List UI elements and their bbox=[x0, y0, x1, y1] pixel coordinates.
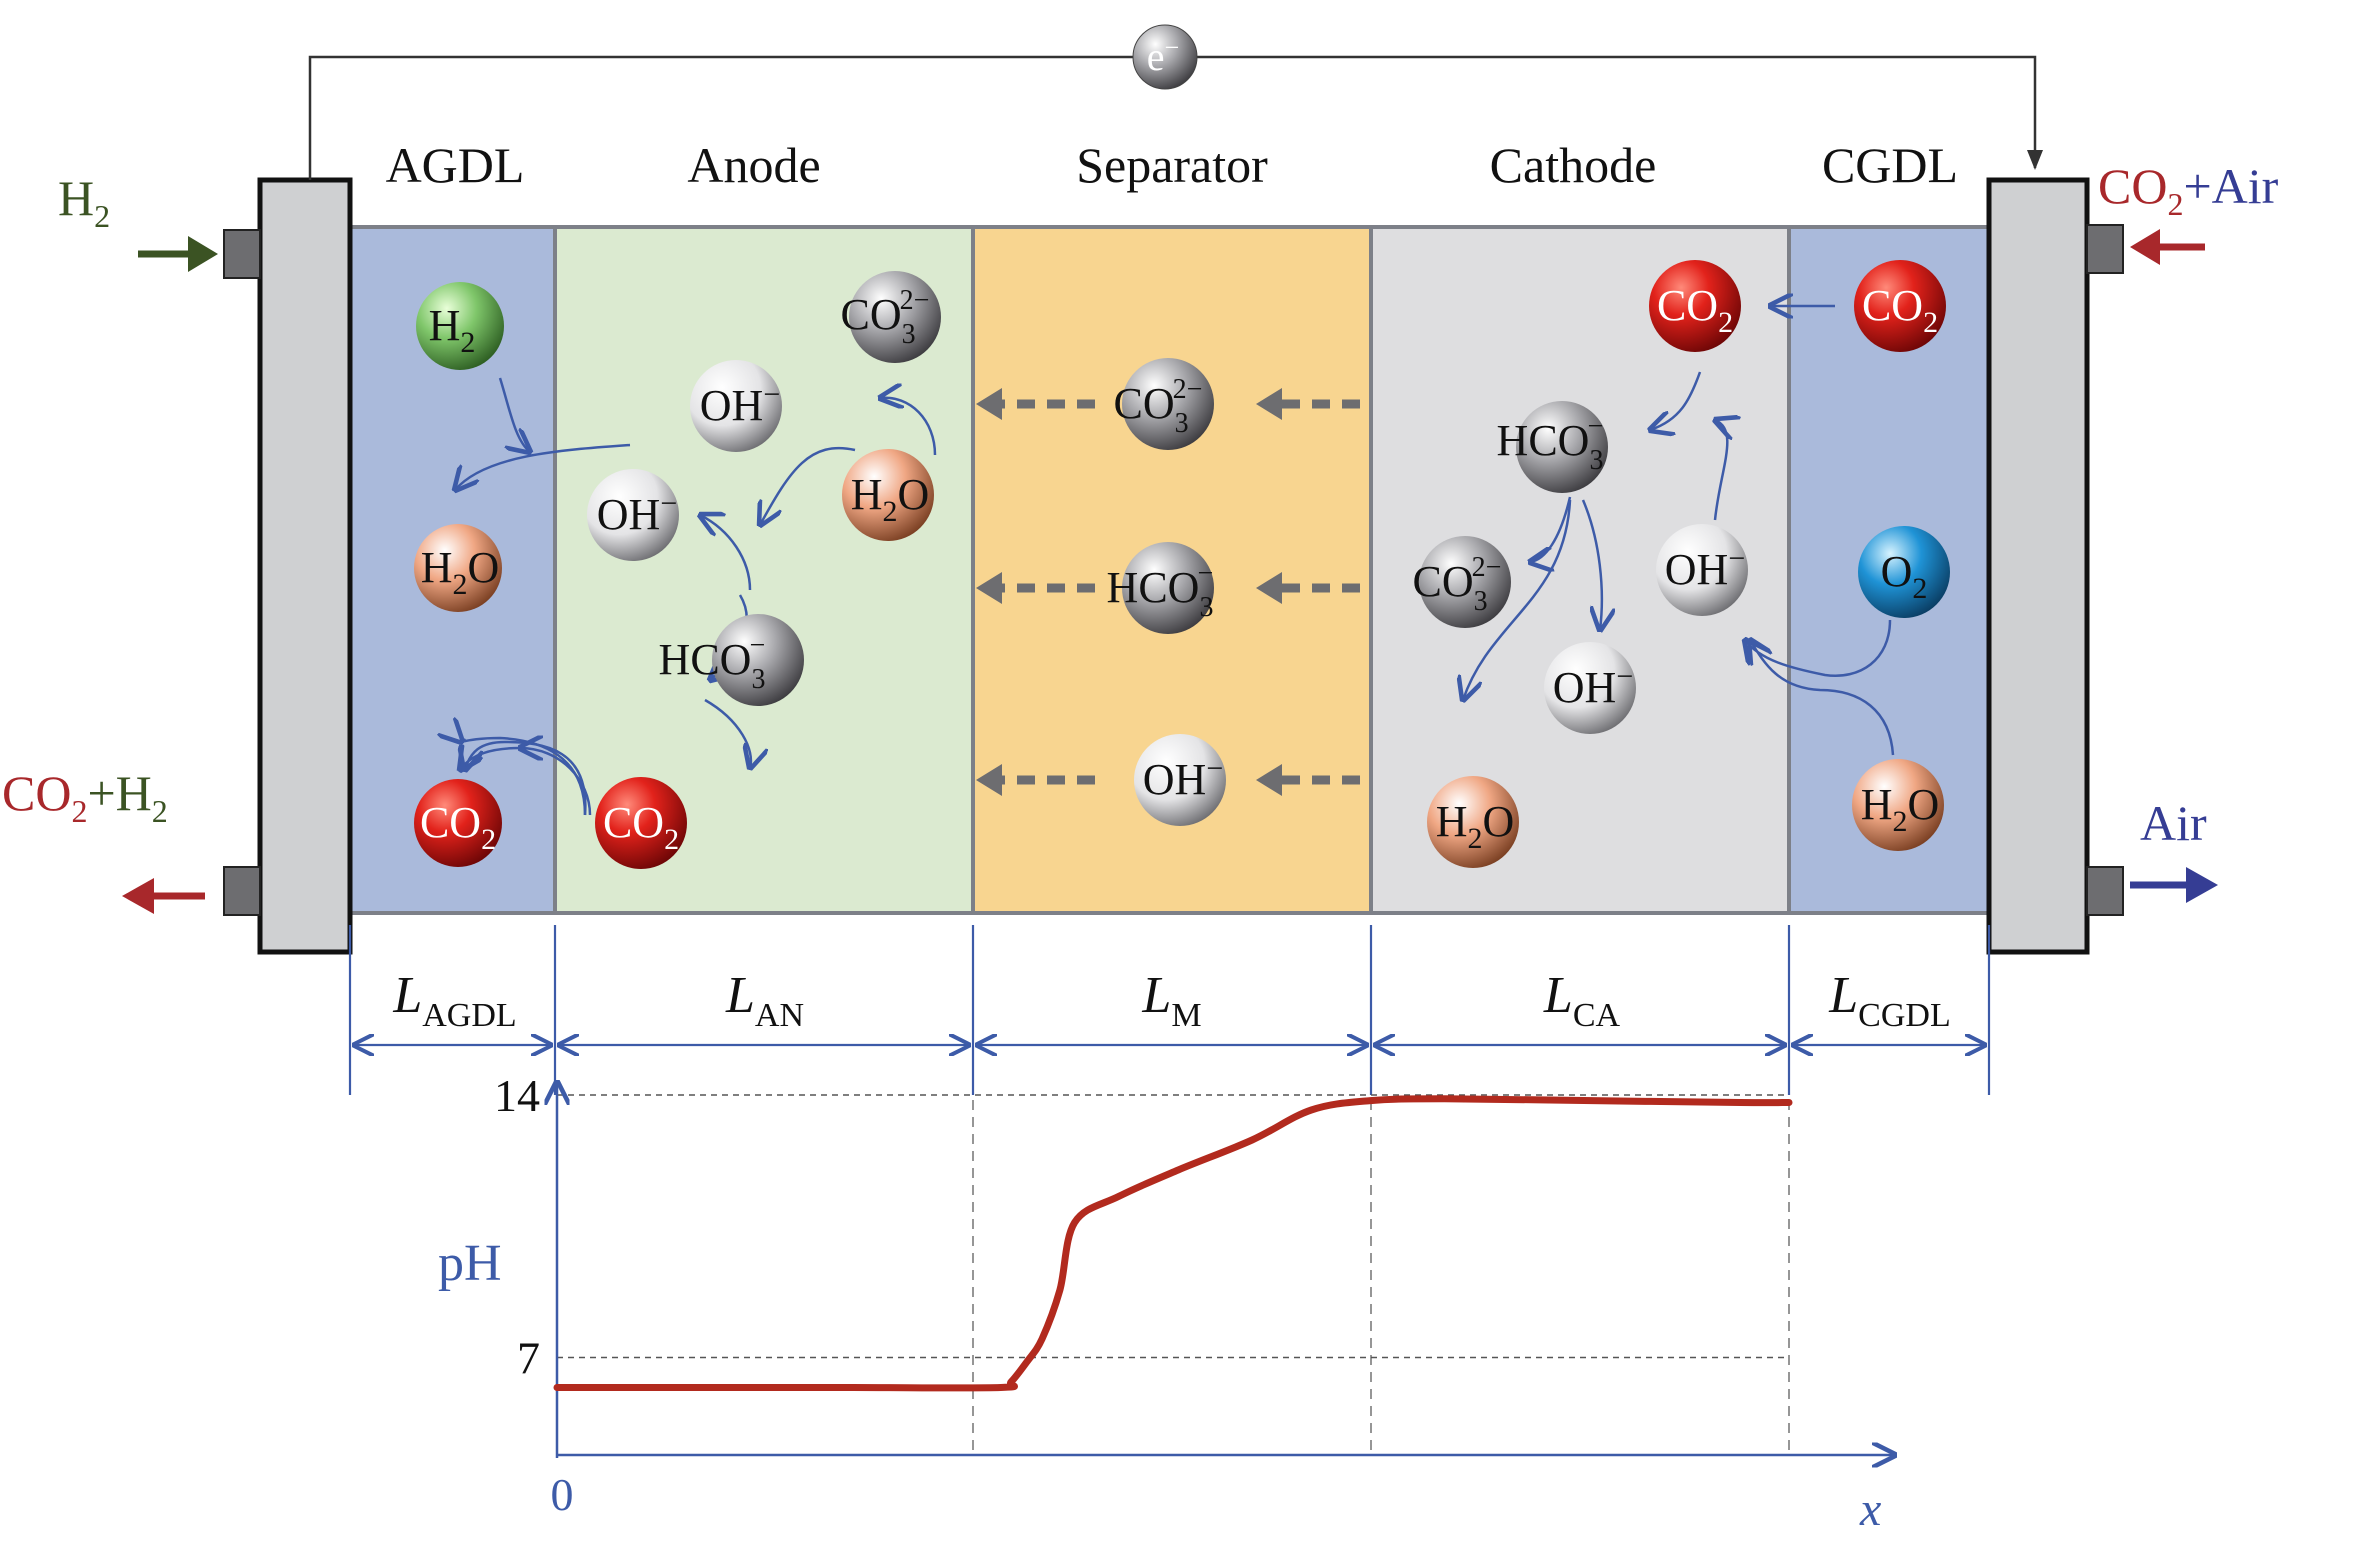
ph-chart: 7 14 0 pH x bbox=[438, 1070, 1895, 1536]
svg-text:CO2: CO2 bbox=[1657, 281, 1733, 339]
svg-text:O2: O2 bbox=[1881, 547, 1928, 605]
length-label-agdl: LAGDL bbox=[392, 967, 516, 1034]
sphere-oh-cathode-low: OH− bbox=[1544, 642, 1636, 734]
svg-text:H2O: H2O bbox=[1436, 797, 1515, 855]
sphere-h2o-cathode: H2O bbox=[1427, 776, 1519, 868]
sphere-co3-cathode: CO32− bbox=[1413, 536, 1511, 628]
co2-h2-outlet-label: CO2+H2 bbox=[2, 765, 168, 829]
region-title-anode: Anode bbox=[687, 137, 820, 193]
svg-text:CO32−: CO32− bbox=[1413, 552, 1502, 617]
svg-text:CO32−: CO32− bbox=[841, 285, 930, 350]
svg-text:HCO3−: HCO3− bbox=[659, 630, 766, 695]
svg-text:H2O: H2O bbox=[1861, 780, 1940, 838]
external-circuit: e− bbox=[308, 24, 2043, 180]
h2-inlet-label: H2 bbox=[58, 170, 110, 234]
sphere-oh-anode-mid: OH− bbox=[587, 469, 679, 561]
sphere-hco3-cathode: HCO3− bbox=[1497, 401, 1608, 493]
sphere-co2-agdl: CO2 bbox=[414, 779, 502, 867]
region-title-agdl: AGDL bbox=[386, 137, 525, 193]
co2-air-inlet: CO2+Air bbox=[2098, 158, 2279, 265]
x-axis-label: x bbox=[1859, 1483, 1881, 1536]
svg-text:H2O: H2O bbox=[851, 470, 930, 528]
length-label-m: LM bbox=[1141, 967, 1201, 1034]
migration-arrows bbox=[1000, 399, 1360, 785]
y-tick-labels: 7 14 bbox=[494, 1070, 540, 1384]
agdl-co2-arrow bbox=[465, 740, 587, 816]
sphere-co2-anode: CO2 bbox=[595, 777, 687, 869]
sphere-hco3-anode: HCO3− bbox=[659, 614, 804, 706]
region-guides bbox=[972, 1100, 1790, 1452]
co2-h2-outlet: CO2+H2 bbox=[2, 765, 205, 914]
electron-label: e− bbox=[1147, 33, 1179, 79]
sphere-oh-anode-top: OH− bbox=[690, 360, 782, 452]
length-label-cgdl: LCGDL bbox=[1828, 967, 1950, 1034]
svg-text:HCO3−: HCO3− bbox=[1497, 411, 1604, 476]
svg-text:OH−: OH− bbox=[597, 487, 677, 539]
migration-arrowheads bbox=[976, 388, 1282, 796]
sphere-h2-agdl: H2 bbox=[416, 282, 504, 370]
svg-text:HCO3−: HCO3− bbox=[1107, 558, 1214, 623]
sphere-h2o-anode: H2O bbox=[842, 449, 934, 541]
co2-air-inlet-label: CO2+Air bbox=[2098, 158, 2279, 222]
region-title-cgdl: CGDL bbox=[1822, 137, 1958, 193]
svg-text:CO2: CO2 bbox=[1862, 281, 1938, 339]
sphere-oh-cathode-right: OH− bbox=[1656, 524, 1748, 616]
svg-text:OH−: OH− bbox=[1553, 660, 1633, 712]
region-title-separator: Separator bbox=[1076, 137, 1268, 193]
y-tick-label-14: 14 bbox=[494, 1070, 540, 1121]
ph-series-line bbox=[553, 1095, 1793, 1392]
svg-text:H2: H2 bbox=[429, 301, 476, 359]
air-outlet: Air bbox=[2130, 795, 2218, 903]
sphere-co3-separator: CO32− bbox=[1114, 358, 1214, 450]
sphere-co2-cgdl: CO2 bbox=[1854, 260, 1946, 352]
svg-text:CO32−: CO32− bbox=[1114, 374, 1203, 439]
svg-text:CO2: CO2 bbox=[420, 798, 496, 856]
length-label-ca: LCA bbox=[1543, 967, 1621, 1034]
sphere-hco3-separator: HCO3− bbox=[1107, 542, 1214, 634]
right-end-plate bbox=[1986, 177, 2124, 955]
sphere-co2-cathode: CO2 bbox=[1649, 260, 1741, 352]
sphere-o2-cgdl: O2 bbox=[1858, 526, 1950, 618]
h2-inlet: H2 bbox=[58, 170, 218, 272]
air-outlet-label: Air bbox=[2140, 795, 2207, 851]
svg-text:OH−: OH− bbox=[1143, 752, 1223, 804]
svg-text:OH−: OH− bbox=[1665, 542, 1745, 594]
sphere-co3-anode: CO32− bbox=[841, 271, 941, 363]
svg-text:H2O: H2O bbox=[421, 543, 500, 601]
x-tick-label-0: 0 bbox=[551, 1469, 574, 1520]
dimension-lines bbox=[348, 925, 1991, 1095]
length-label-an: LAN bbox=[725, 967, 804, 1034]
sphere-h2o-agdl: H2O bbox=[414, 524, 502, 612]
svg-text:OH−: OH− bbox=[700, 378, 780, 430]
left-end-plate bbox=[223, 177, 353, 955]
sphere-oh-separator: OH− bbox=[1134, 734, 1226, 826]
y-axis-label: pH bbox=[438, 1235, 502, 1292]
reference-lines bbox=[557, 1094, 1789, 1359]
svg-text:CO2: CO2 bbox=[603, 798, 679, 856]
region-title-cathode: Cathode bbox=[1490, 137, 1657, 193]
sphere-h2o-cgdl: H2O bbox=[1852, 759, 1944, 851]
y-tick-label-7: 7 bbox=[517, 1333, 540, 1384]
